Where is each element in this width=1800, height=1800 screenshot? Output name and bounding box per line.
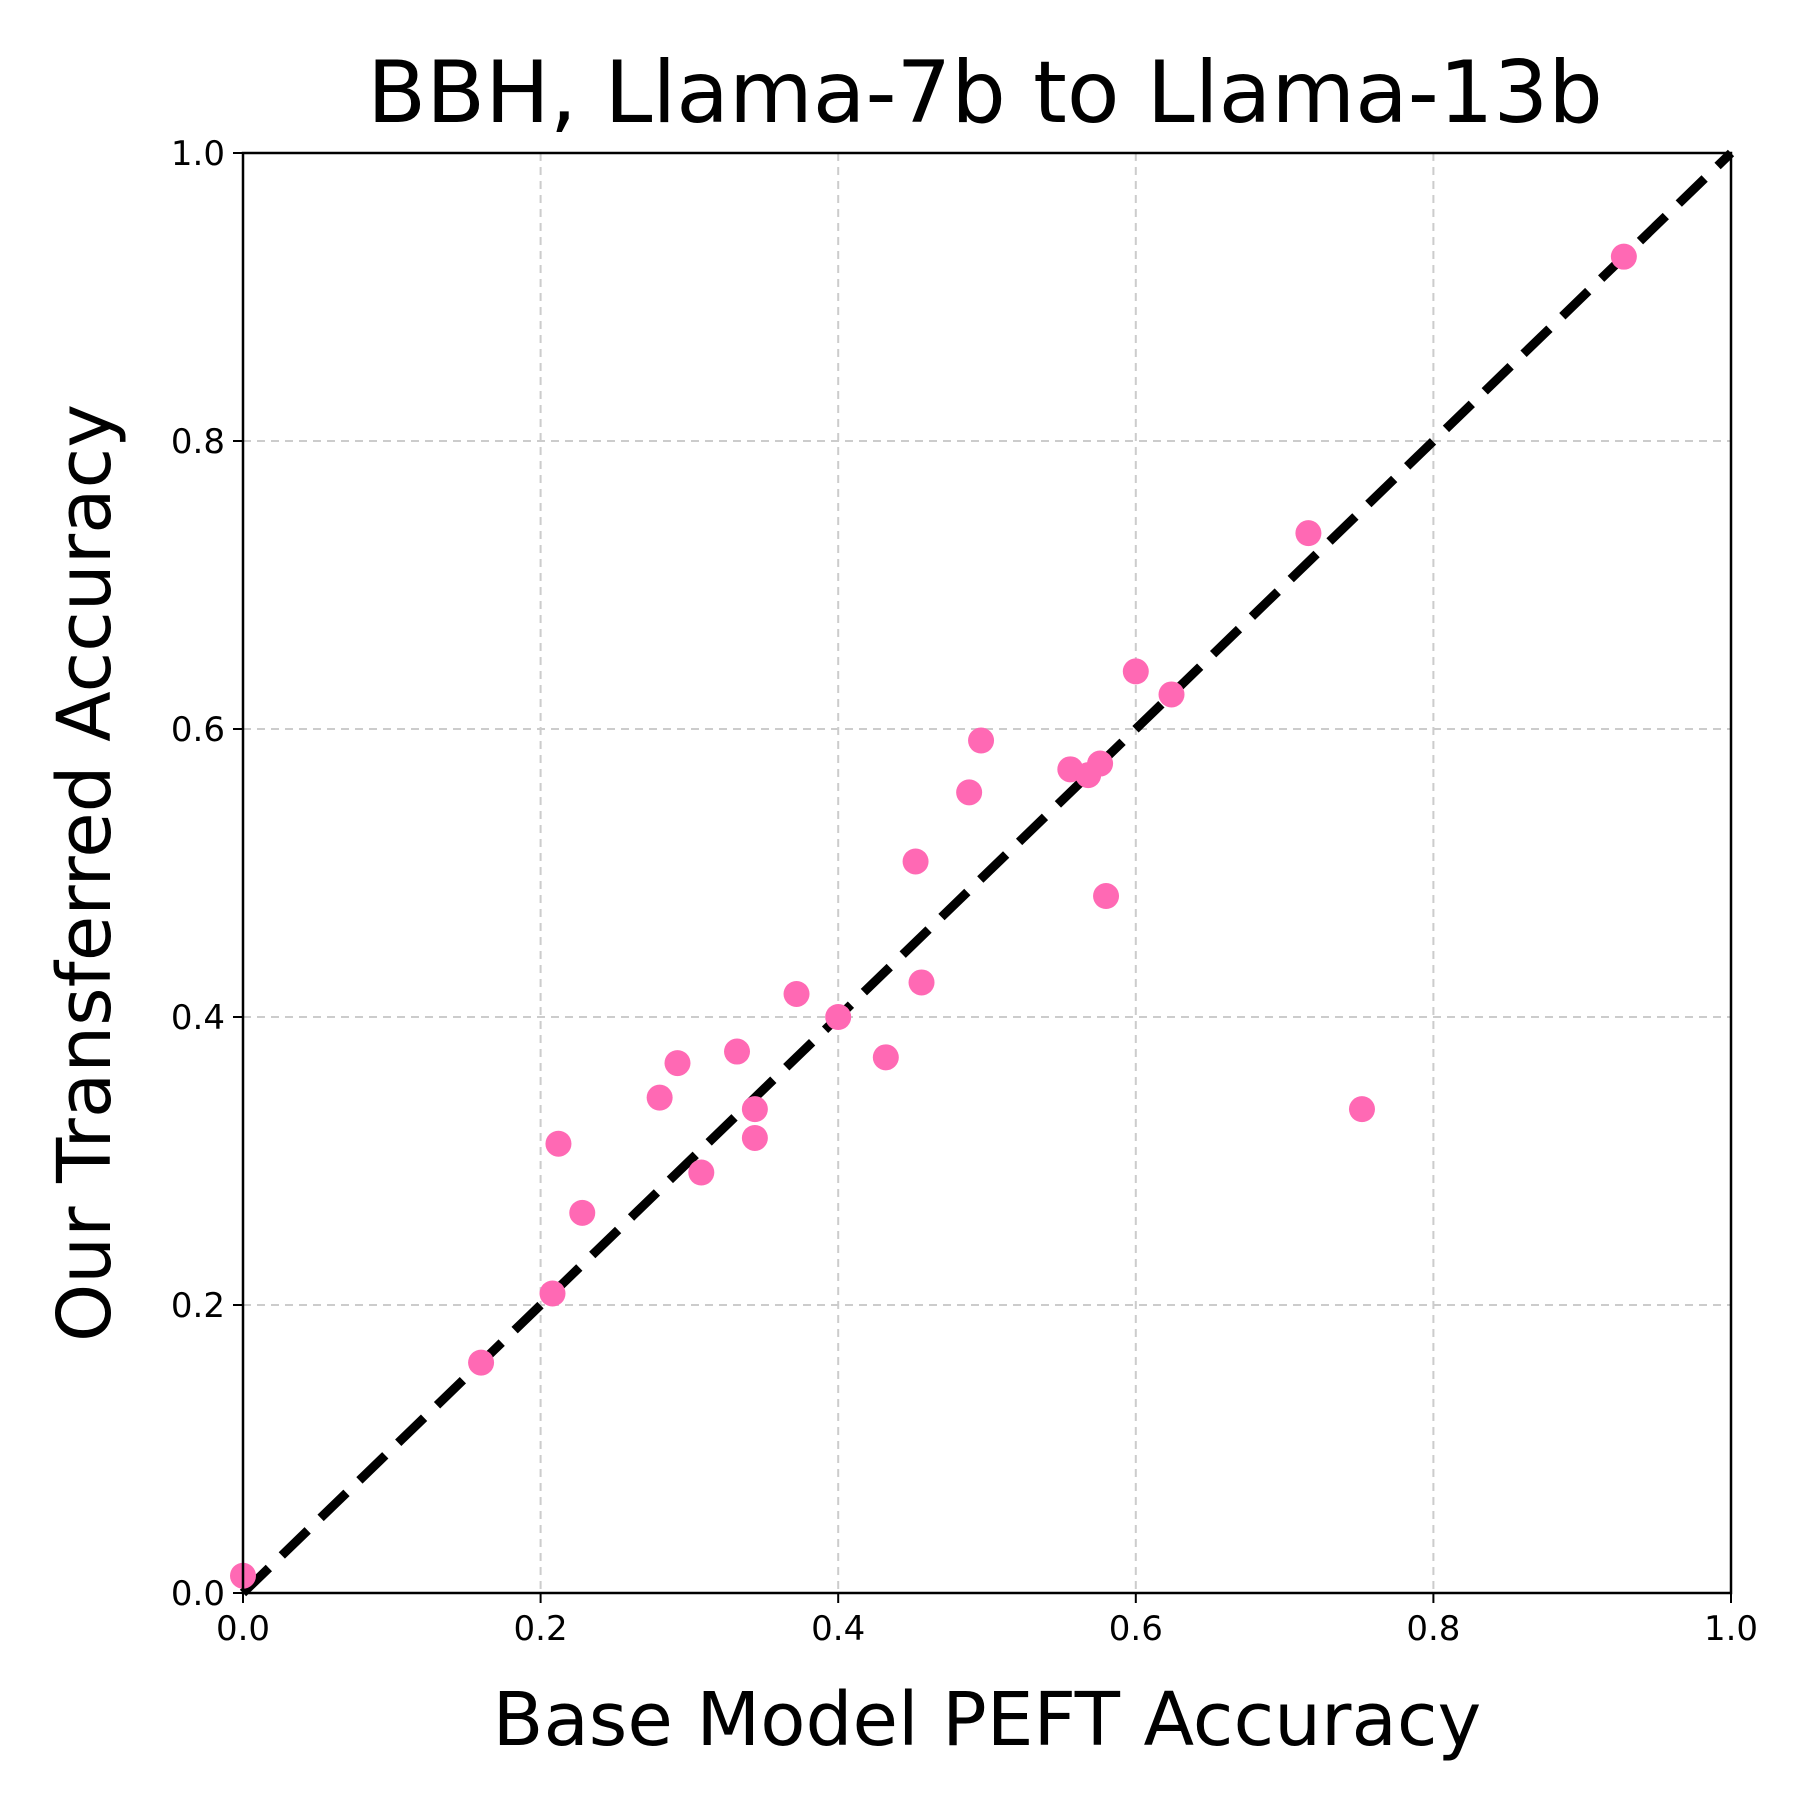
data-point <box>1158 681 1185 708</box>
data-point <box>1093 883 1120 910</box>
data-point <box>1295 520 1322 547</box>
data-point <box>741 1096 768 1123</box>
data-point <box>664 1050 691 1077</box>
data-point <box>902 848 929 875</box>
data-point <box>825 1004 852 1030</box>
data-points <box>230 243 1637 1589</box>
y-axis-label: Our Transferred Accuracy <box>42 404 128 1342</box>
data-point <box>468 1349 495 1376</box>
reference-line <box>239 149 1735 1597</box>
data-point <box>1610 243 1637 270</box>
data-point <box>741 1124 768 1151</box>
chart-title: BBH, Llama-7b to Llama-13b <box>367 43 1603 143</box>
data-point <box>968 727 995 754</box>
axis-ticks: 0.0 0.2 0.4 0.6 0.8 1.0 0.0 0.2 0.4 0.6 0.8 1.0 <box>171 134 1758 1649</box>
y-tick-label: 0.4 <box>171 998 225 1038</box>
x-tick-label: 0.4 <box>811 1609 865 1649</box>
data-point <box>545 1130 572 1157</box>
data-point <box>872 1044 899 1071</box>
y-tick-label: 0.0 <box>171 1574 225 1614</box>
y-tick-label: 0.2 <box>171 1286 225 1326</box>
x-axis-label: Base Model PEFT Accuracy <box>493 1677 1482 1763</box>
x-tick-label: 1.0 <box>1704 1609 1758 1649</box>
data-point <box>1348 1096 1375 1123</box>
x-tick-label: 0.6 <box>1109 1609 1163 1649</box>
data-point <box>908 969 935 996</box>
data-point <box>569 1199 596 1226</box>
data-point <box>956 779 983 806</box>
y-tick-label: 0.6 <box>171 710 225 750</box>
data-point <box>688 1159 715 1186</box>
y-tick-label: 1.0 <box>171 134 225 174</box>
data-point <box>783 980 810 1007</box>
data-point <box>539 1280 566 1307</box>
data-point <box>1122 658 1149 685</box>
y-tick-label: 0.8 <box>171 422 225 462</box>
reference-line-layer <box>239 149 1735 1597</box>
x-tick-label: 0.8 <box>1406 1609 1460 1649</box>
data-point <box>724 1038 751 1065</box>
data-point <box>1087 750 1114 777</box>
data-point <box>646 1084 673 1111</box>
plot-frame <box>241 151 1733 1595</box>
x-tick-label: 0.0 <box>216 1609 270 1649</box>
x-tick-label: 0.2 <box>514 1609 568 1649</box>
